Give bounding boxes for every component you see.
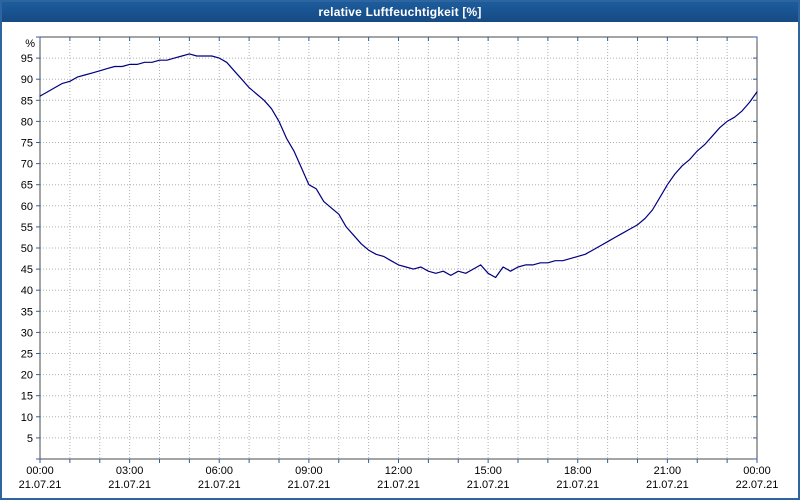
chart-svg: % 95 90 85 80 75 70 65 60 55 50 45 40 35 30 25 20 15 10 5 00… (19, 36, 779, 491)
y-tick-label: 45 (21, 264, 33, 276)
window-title: relative Luftfeuchtigkeit [%] (318, 5, 482, 19)
x-tick-time-label: 09:00 (295, 465, 323, 477)
y-tick-label: 35 (21, 306, 33, 318)
y-tick-label: 85 (21, 95, 33, 107)
chart-area: % 95 90 85 80 75 70 65 60 55 50 45 40 35 30 25 20 15 10 5 00… (2, 22, 798, 498)
x-tick-date-label: 21.07.21 (19, 479, 62, 491)
y-tick-label: 25 (21, 349, 33, 361)
y-tick-label: 5 (27, 433, 33, 445)
x-tick-date-label: 21.07.21 (377, 479, 420, 491)
x-tick-date-label: 21.07.21 (198, 479, 241, 491)
y-tick-label: 65 (21, 180, 33, 192)
y-tick-label: 50 (21, 243, 33, 255)
y-tick-label: 15 (21, 391, 33, 403)
y-axis-unit-label: % (25, 38, 35, 50)
y-tick-label: 60 (21, 201, 33, 213)
x-tick-date-label: 21.07.21 (108, 479, 151, 491)
humidity-line (39, 53, 758, 279)
x-tick-time-label: 00:00 (26, 465, 54, 477)
y-tick-label: 55 (21, 222, 33, 234)
x-tick-time-label: 15:00 (474, 465, 502, 477)
y-tick-label: 75 (21, 138, 33, 150)
x-tick-time-label: 06:00 (205, 465, 233, 477)
x-tick-time-label: 18:00 (564, 465, 592, 477)
y-tick-label: 70 (21, 159, 33, 171)
x-tick-date-label: 22.07.21 (736, 479, 779, 491)
y-tick-label: 80 (21, 116, 33, 128)
x-tick-date-label: 21.07.21 (556, 479, 599, 491)
y-tick-label: 90 (21, 74, 33, 86)
x-tick-time-label: 00:00 (743, 465, 771, 477)
y-tick-label: 95 (21, 53, 33, 65)
y-tick-label: 20 (21, 370, 33, 382)
x-tick-time-label: 21:00 (654, 465, 682, 477)
x-tick-date-label: 21.07.21 (467, 479, 510, 491)
y-tick-label: 10 (21, 412, 33, 424)
x-tick-time-label: 03:00 (116, 465, 144, 477)
y-tick-label: 40 (21, 285, 33, 297)
x-tick-date-label: 21.07.21 (646, 479, 689, 491)
y-tick-label: 30 (21, 327, 33, 339)
window-titlebar: relative Luftfeuchtigkeit [%] (2, 2, 798, 22)
x-tick-date-label: 21.07.21 (287, 479, 330, 491)
x-tick-time-label: 12:00 (385, 465, 413, 477)
